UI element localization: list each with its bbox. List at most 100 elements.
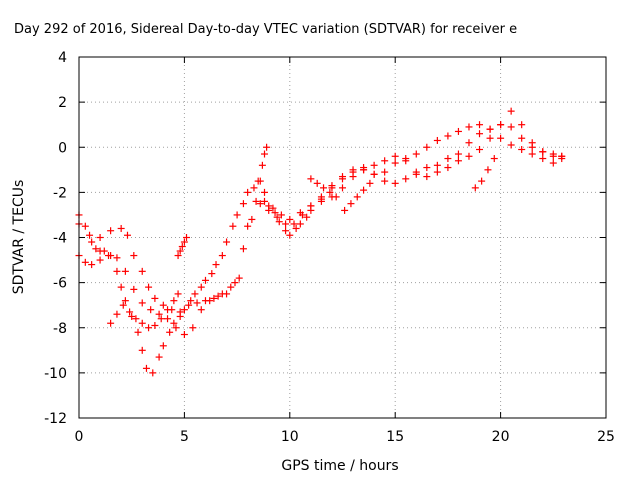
data-point — [138, 267, 146, 275]
data-point — [271, 209, 279, 217]
data-point — [130, 252, 138, 260]
data-point — [328, 184, 336, 192]
data-point — [244, 222, 252, 230]
data-point — [235, 274, 243, 282]
data-point — [256, 177, 264, 185]
data-point — [476, 130, 484, 138]
data-point — [159, 342, 167, 350]
data-point — [476, 146, 484, 154]
data-point — [155, 310, 163, 318]
data-point — [484, 166, 492, 174]
x-tick-label: 0 — [75, 429, 84, 445]
data-point — [412, 168, 420, 176]
data-point — [490, 155, 498, 163]
data-point — [128, 312, 136, 320]
data-point — [313, 179, 321, 187]
data-point — [218, 252, 226, 260]
data-point — [282, 227, 290, 235]
data-point — [476, 121, 484, 129]
data-point — [233, 211, 241, 219]
data-point — [307, 202, 315, 210]
data-point — [250, 184, 258, 192]
data-point — [444, 132, 452, 140]
data-point — [339, 175, 346, 183]
chart-title: Day 292 of 2016, Sidereal Day-to-day VTE… — [14, 22, 517, 37]
x-tick-label: 25 — [597, 429, 615, 445]
data-point — [142, 364, 150, 372]
data-point — [486, 125, 494, 133]
data-point — [370, 170, 378, 178]
tick-labels: 0 5 10 15 20 25 -12 -10 -8 -6 -4 -2 0 2 4 — [44, 50, 615, 445]
data-point — [290, 220, 298, 228]
data-point — [261, 188, 269, 196]
data-point — [113, 254, 121, 262]
data-point — [539, 148, 547, 156]
data-point — [210, 294, 218, 302]
data-point — [117, 283, 125, 291]
data-point — [303, 213, 311, 221]
data-point — [231, 279, 239, 287]
data-point — [126, 308, 134, 316]
data-point — [178, 243, 186, 251]
data-point — [197, 306, 205, 314]
data-point — [263, 143, 271, 151]
data-point — [261, 150, 269, 158]
data-point — [88, 261, 96, 269]
data-point — [201, 297, 209, 305]
y-tick-label: 0 — [58, 140, 67, 156]
data-point — [381, 157, 389, 165]
data-point — [151, 294, 159, 302]
data-point — [223, 238, 231, 246]
data-point — [107, 227, 115, 235]
data-point — [539, 155, 547, 163]
data-point — [433, 168, 441, 176]
data-point — [96, 234, 104, 241]
data-point — [402, 155, 410, 163]
data-point — [286, 231, 294, 239]
data-point — [507, 107, 515, 115]
data-point — [197, 283, 205, 291]
data-point — [113, 267, 121, 275]
x-tick-label: 5 — [180, 429, 189, 445]
x-tick-label: 15 — [386, 429, 404, 445]
data-point — [157, 315, 165, 323]
data-point — [265, 206, 273, 214]
data-point — [208, 270, 216, 278]
data-point — [423, 173, 431, 181]
data-point — [151, 321, 159, 329]
data-point — [229, 222, 237, 230]
data-point — [180, 331, 188, 339]
data-point — [518, 146, 526, 154]
data-point — [187, 297, 195, 305]
data-point — [252, 197, 260, 205]
data-point — [164, 306, 172, 314]
data-point — [176, 247, 184, 255]
data-point — [130, 285, 138, 293]
data-point — [518, 121, 526, 129]
data-point — [170, 297, 178, 305]
data-point — [193, 299, 201, 307]
data-point — [558, 152, 566, 160]
data-point — [347, 200, 355, 208]
data-point — [366, 179, 374, 187]
data-point — [381, 177, 389, 185]
data-point — [214, 292, 222, 300]
data-point — [454, 127, 462, 135]
data-point — [360, 166, 368, 174]
data-point — [528, 150, 536, 158]
data-point — [132, 315, 140, 323]
data-point — [201, 276, 209, 284]
data-point — [117, 224, 125, 232]
data-point — [244, 188, 252, 196]
data-point — [180, 306, 188, 314]
data-point — [180, 238, 188, 246]
data-point — [549, 150, 557, 158]
data-point — [145, 283, 153, 291]
y-tick-label: -4 — [53, 231, 67, 247]
data-point — [191, 290, 199, 298]
data-point — [174, 290, 182, 298]
data-point — [497, 121, 505, 129]
data-point — [286, 215, 294, 223]
data-point — [212, 261, 220, 269]
